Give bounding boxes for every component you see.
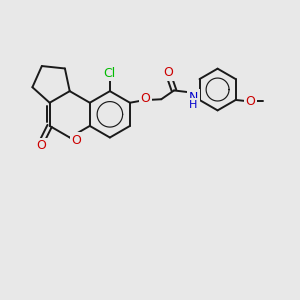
Text: H: H [189, 100, 197, 110]
Text: O: O [71, 134, 81, 147]
Text: Cl: Cl [104, 67, 116, 80]
Text: O: O [245, 94, 255, 108]
Text: O: O [36, 139, 46, 152]
Text: O: O [140, 92, 150, 105]
Text: O: O [164, 66, 173, 79]
Text: N: N [189, 91, 198, 104]
